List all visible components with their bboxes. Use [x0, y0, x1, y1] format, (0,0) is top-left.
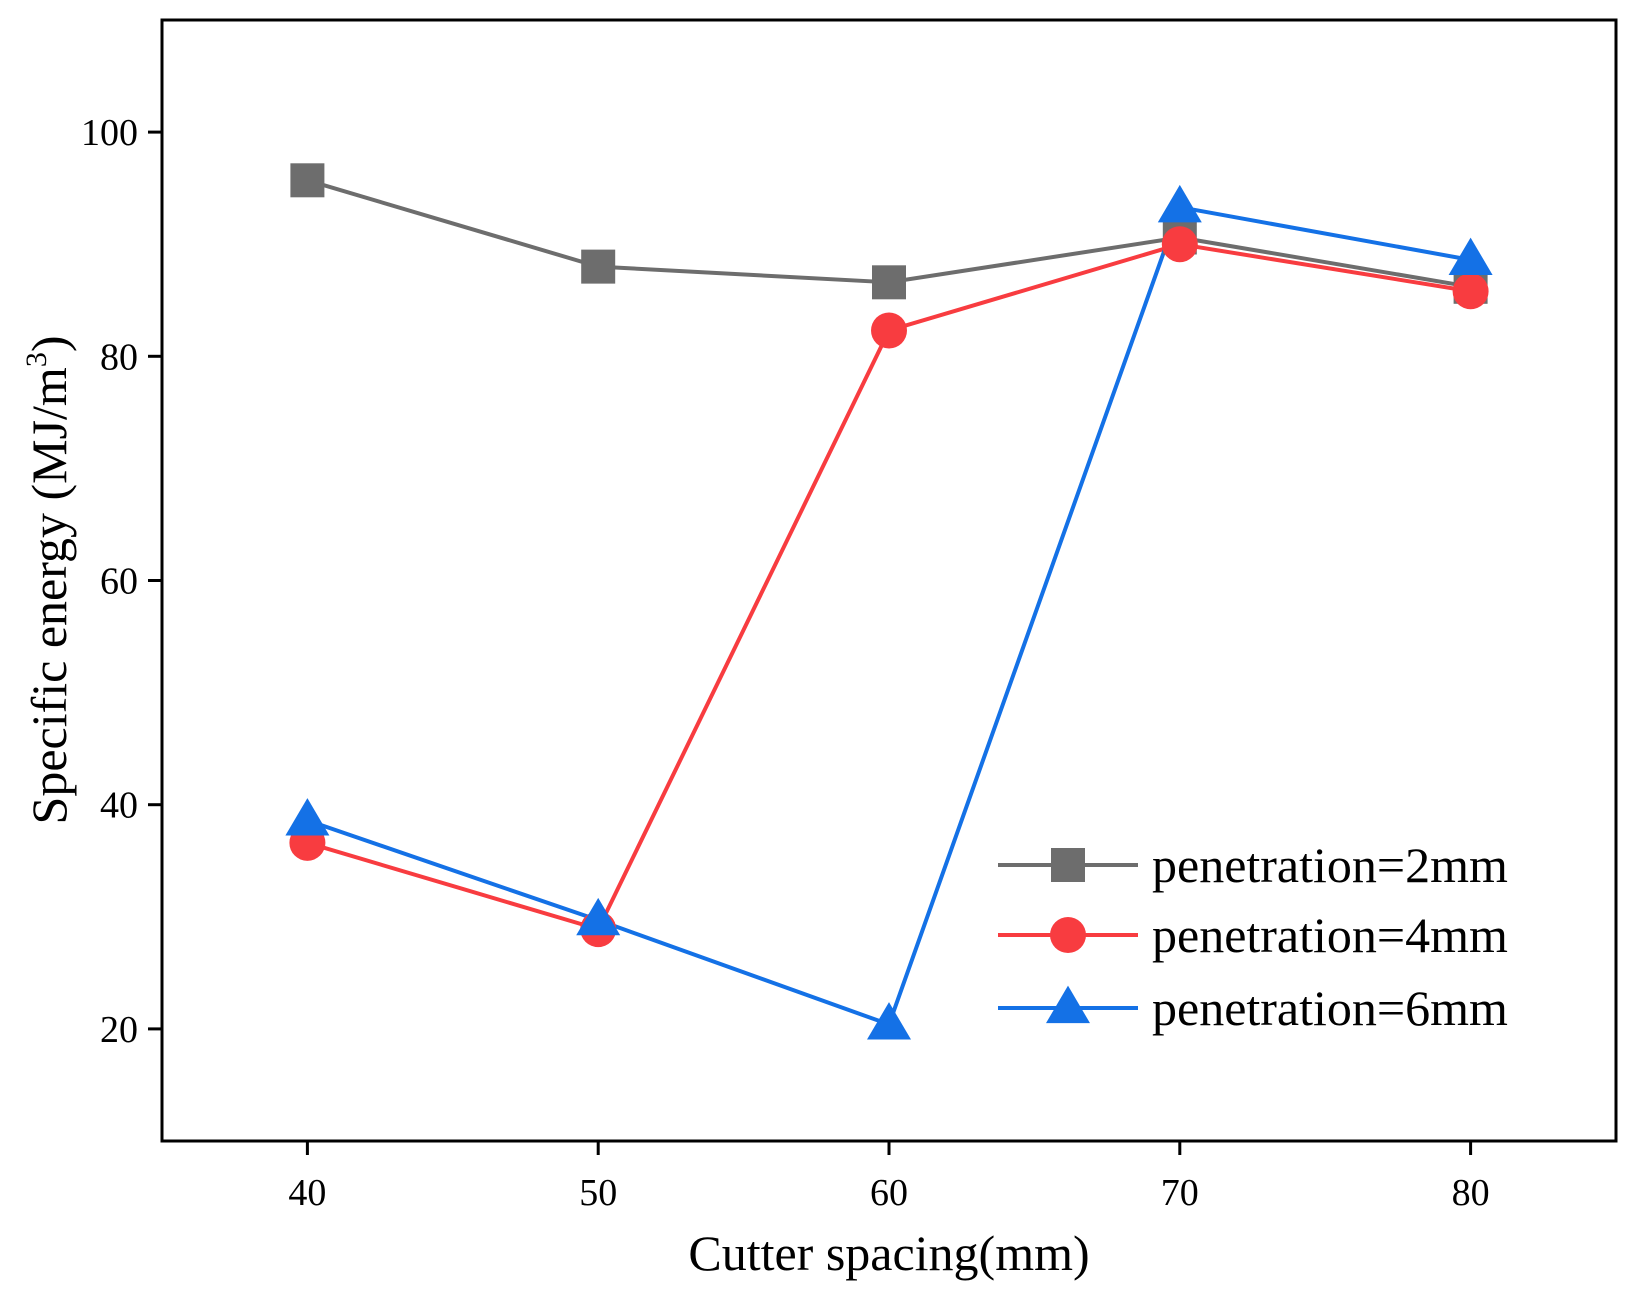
series-markers: [285, 163, 1493, 1040]
y-tick-label: 20: [100, 1009, 138, 1051]
x-axis-title: Cutter spacing(mm): [688, 1225, 1089, 1281]
data-point-2-60: [871, 312, 907, 349]
y-axis: 20 40 60 80 100: [81, 112, 162, 1051]
x-tick-label: 40: [288, 1172, 326, 1214]
data-point-1-50: [581, 249, 616, 284]
data-point-2-70: [1161, 226, 1198, 263]
data-point-3-60: [867, 1002, 911, 1040]
data-point-3-70: [1157, 184, 1202, 223]
x-tick-label: 60: [870, 1172, 908, 1214]
data-point-3-80: [1448, 237, 1493, 276]
legend: penetration=2mm penetration=4mm penetratio…: [998, 837, 1508, 1036]
series-lines: [306, 178, 1471, 1027]
y-tick-label: 80: [100, 336, 138, 378]
legend-label: penetration=2mm: [1152, 837, 1508, 893]
data-point-3-50: [576, 897, 621, 936]
y-tick-label: 100: [81, 112, 138, 154]
legend-marker: [1046, 985, 1090, 1024]
x-tick-label: 50: [579, 1172, 617, 1214]
data-point-3-40: [285, 798, 330, 836]
data-point-1-60: [872, 265, 906, 300]
y-axis-title-close: ): [21, 336, 77, 353]
x-tick-label: 80: [1452, 1172, 1490, 1214]
y-tick-label: 40: [100, 785, 138, 827]
legend-label: penetration=4mm: [1152, 907, 1508, 963]
legend-label: penetration=6mm: [1152, 980, 1508, 1036]
x-tick-label: 70: [1161, 1172, 1199, 1214]
y-axis-title-main: Specific energy (MJ/m: [21, 367, 77, 824]
y-axis-title-superscript: 3: [20, 352, 53, 367]
data-point-1-40: [290, 163, 325, 198]
plot-frame: [160, 18, 1618, 1143]
data-point-2-80: [1452, 273, 1489, 310]
x-axis: 40 50 60 70 80: [288, 1141, 1490, 1214]
legend-marker: [1051, 848, 1085, 882]
legend-marker: [1050, 917, 1086, 953]
y-axis-title: Specific energy (MJ/m3): [20, 336, 77, 825]
y-tick-label: 60: [100, 561, 138, 603]
